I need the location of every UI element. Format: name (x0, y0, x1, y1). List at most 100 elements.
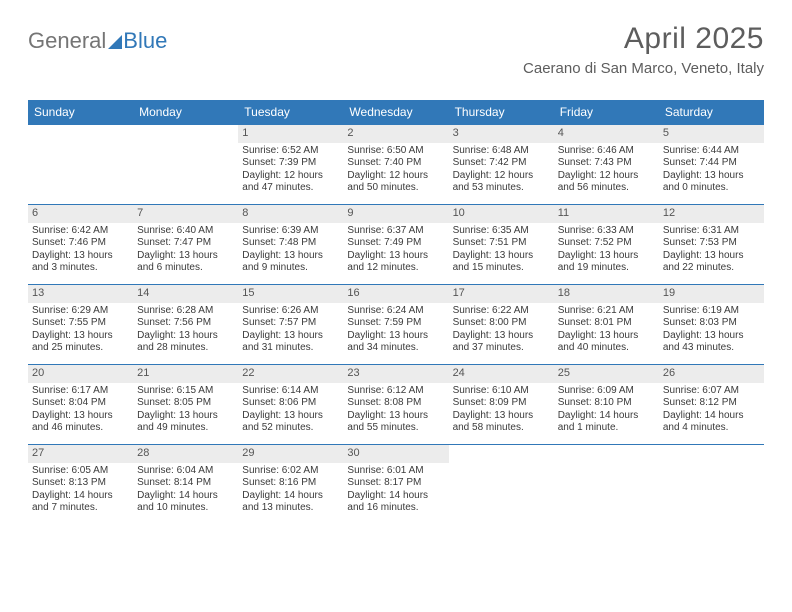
daylight-line: Daylight: 14 hours and 1 minute. (558, 410, 655, 435)
day-details: Sunrise: 6:02 AMSunset: 8:16 PMDaylight:… (238, 463, 343, 519)
calendar-cell: 22Sunrise: 6:14 AMSunset: 8:06 PMDayligh… (238, 364, 343, 444)
sunrise-line: Sunrise: 6:46 AM (558, 145, 655, 158)
day-number: 9 (343, 205, 448, 223)
calendar-cell: 10Sunrise: 6:35 AMSunset: 7:51 PMDayligh… (449, 204, 554, 284)
sunset-line: Sunset: 7:40 PM (347, 157, 444, 170)
calendar-cell: 7Sunrise: 6:40 AMSunset: 7:47 PMDaylight… (133, 204, 238, 284)
sunset-line: Sunset: 7:52 PM (558, 237, 655, 250)
daylight-line: Daylight: 13 hours and 55 minutes. (347, 410, 444, 435)
day-number: 11 (554, 205, 659, 223)
day-number: 5 (659, 125, 764, 143)
daylight-line: Daylight: 13 hours and 12 minutes. (347, 250, 444, 275)
day-details: Sunrise: 6:19 AMSunset: 8:03 PMDaylight:… (659, 303, 764, 359)
daylight-line: Daylight: 13 hours and 15 minutes. (453, 250, 550, 275)
day-details: Sunrise: 6:10 AMSunset: 8:09 PMDaylight:… (449, 383, 554, 439)
calendar-cell-empty (554, 444, 659, 524)
sunset-line: Sunset: 7:48 PM (242, 237, 339, 250)
sunrise-line: Sunrise: 6:40 AM (137, 225, 234, 238)
sunset-line: Sunset: 8:04 PM (32, 397, 129, 410)
day-number: 24 (449, 365, 554, 383)
page-title: April 2025 (523, 22, 764, 56)
day-details: Sunrise: 6:05 AMSunset: 8:13 PMDaylight:… (28, 463, 133, 519)
day-details: Sunrise: 6:35 AMSunset: 7:51 PMDaylight:… (449, 223, 554, 279)
day-number: 10 (449, 205, 554, 223)
daylight-line: Daylight: 14 hours and 13 minutes. (242, 490, 339, 515)
sunrise-line: Sunrise: 6:05 AM (32, 465, 129, 478)
sunrise-line: Sunrise: 6:15 AM (137, 385, 234, 398)
day-details: Sunrise: 6:28 AMSunset: 7:56 PMDaylight:… (133, 303, 238, 359)
calendar-cell: 9Sunrise: 6:37 AMSunset: 7:49 PMDaylight… (343, 204, 448, 284)
day-details: Sunrise: 6:29 AMSunset: 7:55 PMDaylight:… (28, 303, 133, 359)
calendar-cell: 2Sunrise: 6:50 AMSunset: 7:40 PMDaylight… (343, 124, 448, 204)
day-number: 18 (554, 285, 659, 303)
day-number: 22 (238, 365, 343, 383)
day-details: Sunrise: 6:52 AMSunset: 7:39 PMDaylight:… (238, 143, 343, 199)
calendar-cell-empty (28, 124, 133, 204)
calendar-cell: 21Sunrise: 6:15 AMSunset: 8:05 PMDayligh… (133, 364, 238, 444)
calendar-cell: 26Sunrise: 6:07 AMSunset: 8:12 PMDayligh… (659, 364, 764, 444)
day-number: 13 (28, 285, 133, 303)
day-number: 25 (554, 365, 659, 383)
weekday-header: Friday (554, 100, 659, 124)
sunrise-line: Sunrise: 6:09 AM (558, 385, 655, 398)
sunset-line: Sunset: 7:59 PM (347, 317, 444, 330)
daylight-line: Daylight: 13 hours and 3 minutes. (32, 250, 129, 275)
sunset-line: Sunset: 8:03 PM (663, 317, 760, 330)
day-number: 4 (554, 125, 659, 143)
day-details: Sunrise: 6:40 AMSunset: 7:47 PMDaylight:… (133, 223, 238, 279)
sunset-line: Sunset: 8:10 PM (558, 397, 655, 410)
day-number: 30 (343, 445, 448, 463)
sunrise-line: Sunrise: 6:33 AM (558, 225, 655, 238)
day-number: 27 (28, 445, 133, 463)
sunrise-line: Sunrise: 6:26 AM (242, 305, 339, 318)
daylight-line: Daylight: 13 hours and 40 minutes. (558, 330, 655, 355)
daylight-line: Daylight: 14 hours and 16 minutes. (347, 490, 444, 515)
day-number: 1 (238, 125, 343, 143)
calendar-cell: 15Sunrise: 6:26 AMSunset: 7:57 PMDayligh… (238, 284, 343, 364)
day-number: 29 (238, 445, 343, 463)
sunrise-line: Sunrise: 6:48 AM (453, 145, 550, 158)
sunrise-line: Sunrise: 6:42 AM (32, 225, 129, 238)
day-details: Sunrise: 6:44 AMSunset: 7:44 PMDaylight:… (659, 143, 764, 199)
calendar-cell: 6Sunrise: 6:42 AMSunset: 7:46 PMDaylight… (28, 204, 133, 284)
day-details: Sunrise: 6:33 AMSunset: 7:52 PMDaylight:… (554, 223, 659, 279)
daylight-line: Daylight: 13 hours and 6 minutes. (137, 250, 234, 275)
calendar-cell: 27Sunrise: 6:05 AMSunset: 8:13 PMDayligh… (28, 444, 133, 524)
calendar-cell-empty (659, 444, 764, 524)
sunrise-line: Sunrise: 6:21 AM (558, 305, 655, 318)
daylight-line: Daylight: 13 hours and 9 minutes. (242, 250, 339, 275)
day-number: 3 (449, 125, 554, 143)
sunrise-line: Sunrise: 6:10 AM (453, 385, 550, 398)
day-details: Sunrise: 6:22 AMSunset: 8:00 PMDaylight:… (449, 303, 554, 359)
calendar-cell: 20Sunrise: 6:17 AMSunset: 8:04 PMDayligh… (28, 364, 133, 444)
day-details: Sunrise: 6:26 AMSunset: 7:57 PMDaylight:… (238, 303, 343, 359)
sunset-line: Sunset: 7:57 PM (242, 317, 339, 330)
sunrise-line: Sunrise: 6:17 AM (32, 385, 129, 398)
weekday-header: Monday (133, 100, 238, 124)
calendar-cell: 14Sunrise: 6:28 AMSunset: 7:56 PMDayligh… (133, 284, 238, 364)
calendar-cell: 3Sunrise: 6:48 AMSunset: 7:42 PMDaylight… (449, 124, 554, 204)
day-details: Sunrise: 6:14 AMSunset: 8:06 PMDaylight:… (238, 383, 343, 439)
daylight-line: Daylight: 12 hours and 53 minutes. (453, 170, 550, 195)
sunrise-line: Sunrise: 6:22 AM (453, 305, 550, 318)
day-number: 17 (449, 285, 554, 303)
day-details: Sunrise: 6:24 AMSunset: 7:59 PMDaylight:… (343, 303, 448, 359)
weekday-header: Tuesday (238, 100, 343, 124)
day-number: 7 (133, 205, 238, 223)
calendar-cell: 11Sunrise: 6:33 AMSunset: 7:52 PMDayligh… (554, 204, 659, 284)
sunset-line: Sunset: 7:44 PM (663, 157, 760, 170)
sunrise-line: Sunrise: 6:31 AM (663, 225, 760, 238)
weekday-header: Saturday (659, 100, 764, 124)
day-details: Sunrise: 6:39 AMSunset: 7:48 PMDaylight:… (238, 223, 343, 279)
day-details: Sunrise: 6:09 AMSunset: 8:10 PMDaylight:… (554, 383, 659, 439)
weekday-header: Thursday (449, 100, 554, 124)
sunset-line: Sunset: 8:01 PM (558, 317, 655, 330)
sunrise-line: Sunrise: 6:50 AM (347, 145, 444, 158)
daylight-line: Daylight: 12 hours and 56 minutes. (558, 170, 655, 195)
sunset-line: Sunset: 7:46 PM (32, 237, 129, 250)
day-number: 28 (133, 445, 238, 463)
sunset-line: Sunset: 7:53 PM (663, 237, 760, 250)
sunset-line: Sunset: 8:14 PM (137, 477, 234, 490)
daylight-line: Daylight: 13 hours and 22 minutes. (663, 250, 760, 275)
calendar-cell: 13Sunrise: 6:29 AMSunset: 7:55 PMDayligh… (28, 284, 133, 364)
